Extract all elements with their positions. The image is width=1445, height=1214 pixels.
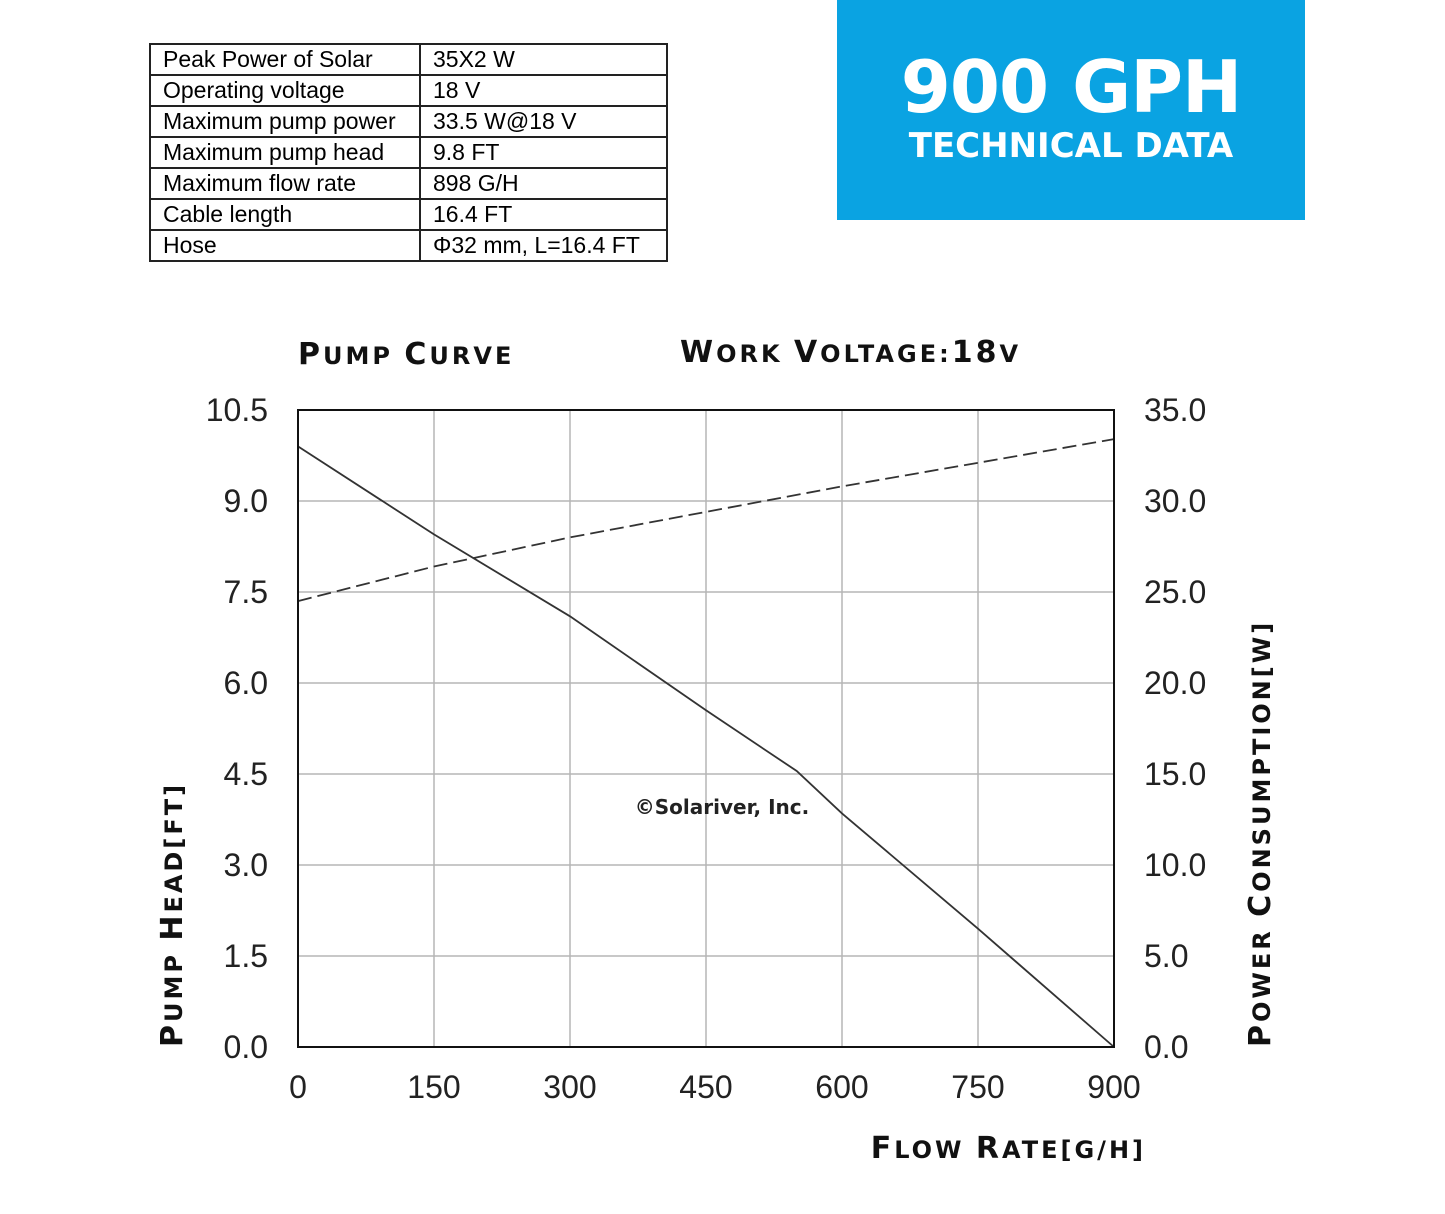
y-tick-label: 6.0 — [224, 665, 268, 701]
y2-tick-label: 10.0 — [1144, 847, 1206, 883]
y2-tick-label: 25.0 — [1144, 574, 1206, 610]
title-banner: 900 GPH TECHNICAL DATA — [837, 0, 1305, 220]
spec-row: Operating voltage 18 V — [149, 74, 668, 107]
chart-ticks: 0 150 300 450 600 750 9000.01.53.04.56.07.59.0… — [206, 392, 1207, 1105]
spec-value: 9.8 FT — [419, 136, 668, 169]
spec-row: Cable length 16.4 FT — [149, 198, 668, 231]
watermark: ©Solariver, Inc. — [635, 795, 809, 819]
spec-label: Hose — [149, 229, 421, 262]
chart-grid — [298, 410, 1114, 1047]
y-tick-label: 7.5 — [224, 574, 268, 610]
y-axis-label: PUMP HEAD[FT] — [155, 782, 190, 1047]
spec-label: Maximum flow rate — [149, 167, 421, 200]
pump-head-line — [297, 445, 1115, 1048]
spec-row: Hose Φ32 mm, L=16.4 FT — [149, 229, 668, 262]
spec-label: Operating voltage — [149, 74, 421, 107]
y-tick-label: 9.0 — [224, 483, 268, 519]
x-tick-label: 150 — [407, 1069, 460, 1105]
x-tick-label: 300 — [543, 1069, 596, 1105]
chart-series — [297, 438, 1115, 1048]
x-axis-label: FLOW RATE[G/H] — [871, 1131, 1146, 1166]
y2-tick-label: 30.0 — [1144, 483, 1206, 519]
y-tick-label: 1.5 — [224, 938, 268, 974]
spec-label: Cable length — [149, 198, 421, 231]
spec-row: Peak Power of Solar 35X2 W — [149, 43, 668, 76]
spec-label: Maximum pump head — [149, 136, 421, 169]
y2-tick-label: 15.0 — [1144, 756, 1206, 792]
y2-axis-label: POWER CONSUMPTION[W] — [1243, 620, 1278, 1047]
spec-label: Maximum pump power — [149, 105, 421, 138]
plot-frame — [297, 409, 1115, 1048]
y-tick-label: 3.0 — [224, 847, 268, 883]
spec-table: Peak Power of Solar 35X2 W Operating volta… — [149, 43, 668, 262]
spec-row: Maximum pump head 9.8 FT — [149, 136, 668, 169]
x-tick-label: 900 — [1087, 1069, 1140, 1105]
spec-value: Φ32 mm, L=16.4 FT — [419, 229, 668, 262]
spec-value: 898 G/H — [419, 167, 668, 200]
spec-value: 33.5 W@18 V — [419, 105, 668, 138]
y2-tick-label: 0.0 — [1144, 1029, 1188, 1065]
y-tick-label: 0.0 — [224, 1029, 268, 1065]
spec-value: 35X2 W — [419, 43, 668, 76]
y-tick-label: 4.5 — [224, 756, 268, 792]
y2-tick-label: 35.0 — [1144, 392, 1206, 428]
x-tick-label: 0 — [289, 1069, 307, 1105]
chart-title: PUMP CURVE — [298, 337, 514, 372]
spec-row: Maximum flow rate 898 G/H — [149, 167, 668, 200]
y2-tick-label: 20.0 — [1144, 665, 1206, 701]
power-consumption-line — [297, 438, 1115, 602]
spec-value: 18 V — [419, 74, 668, 107]
y2-tick-label: 5.0 — [1144, 938, 1188, 974]
x-tick-label: 450 — [679, 1069, 732, 1105]
banner-subtitle: TECHNICAL DATA — [908, 126, 1234, 166]
spec-value: 16.4 FT — [419, 198, 668, 231]
chart-subtitle: WORK VOLTAGE:18V — [680, 335, 1021, 370]
banner-title: 900 GPH — [900, 45, 1242, 129]
y-tick-label: 10.5 — [206, 392, 268, 428]
x-tick-label: 600 — [815, 1069, 868, 1105]
spec-row: Maximum pump power 33.5 W@18 V — [149, 105, 668, 138]
spec-label: Peak Power of Solar — [149, 43, 421, 76]
x-tick-label: 750 — [951, 1069, 1004, 1105]
